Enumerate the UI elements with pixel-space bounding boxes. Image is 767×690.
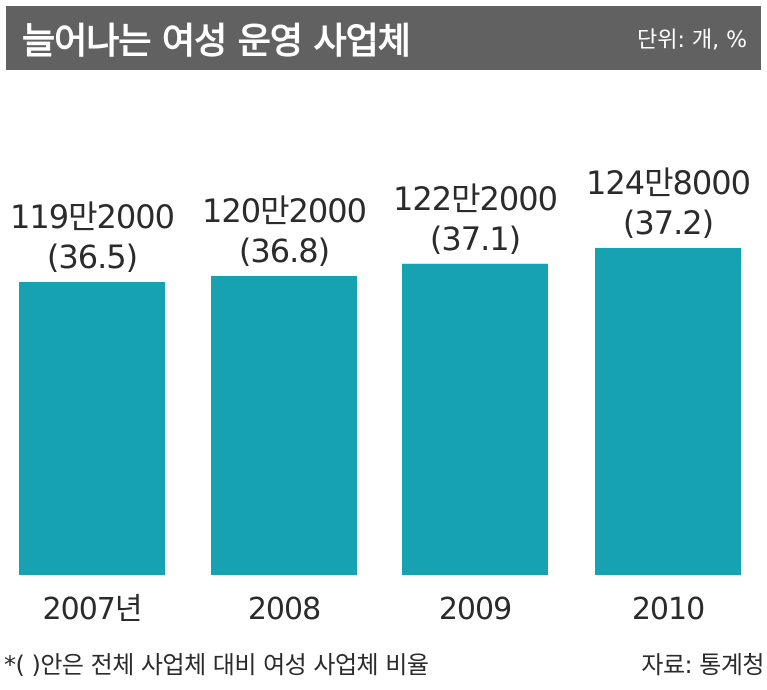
source-note: 자료: 통계청 (641, 651, 764, 679)
bar-3 (595, 247, 741, 576)
bar-chart: 119만2000(36.5) 2007년 120만2000(36.8) 2008 122… (10, 164, 751, 627)
x-tick-label-3: 2010 (632, 592, 704, 627)
bar-ratio-label-2: (37.1) (430, 220, 520, 258)
bar-0 (19, 282, 165, 575)
bar-ratio-label-3: (37.2) (623, 204, 713, 242)
footnote: *( )안은 전체 사업체 대비 여성 사업체 비율 자료: 통계청 (4, 645, 764, 680)
bar-value-label-1: 120만2000 (202, 192, 366, 230)
bar-2 (402, 263, 548, 575)
bar-ratio-label-0: (36.5) (47, 238, 137, 276)
x-tick-label-1: 2008 (248, 592, 320, 627)
bar-1 (211, 275, 357, 575)
x-tick-label-2: 2009 (439, 592, 511, 627)
bar-value-label-3: 124만8000 (586, 164, 750, 202)
chart-header: 늘어나는 여성 운영 사업체 단위: 개, % (6, 6, 761, 70)
x-tick-label-0: 2007년 (43, 592, 142, 627)
ratio-note: *( )안은 전체 사업체 대비 여성 사업체 비율 (4, 651, 429, 679)
bar-value-label-2: 122만2000 (393, 180, 557, 218)
bar-value-label-0: 119만2000 (10, 198, 174, 236)
chart-title: 늘어나는 여성 운영 사업체 (22, 21, 411, 62)
unit-label: 단위: 개, % (636, 28, 747, 53)
bar-ratio-label-1: (36.8) (239, 232, 329, 270)
